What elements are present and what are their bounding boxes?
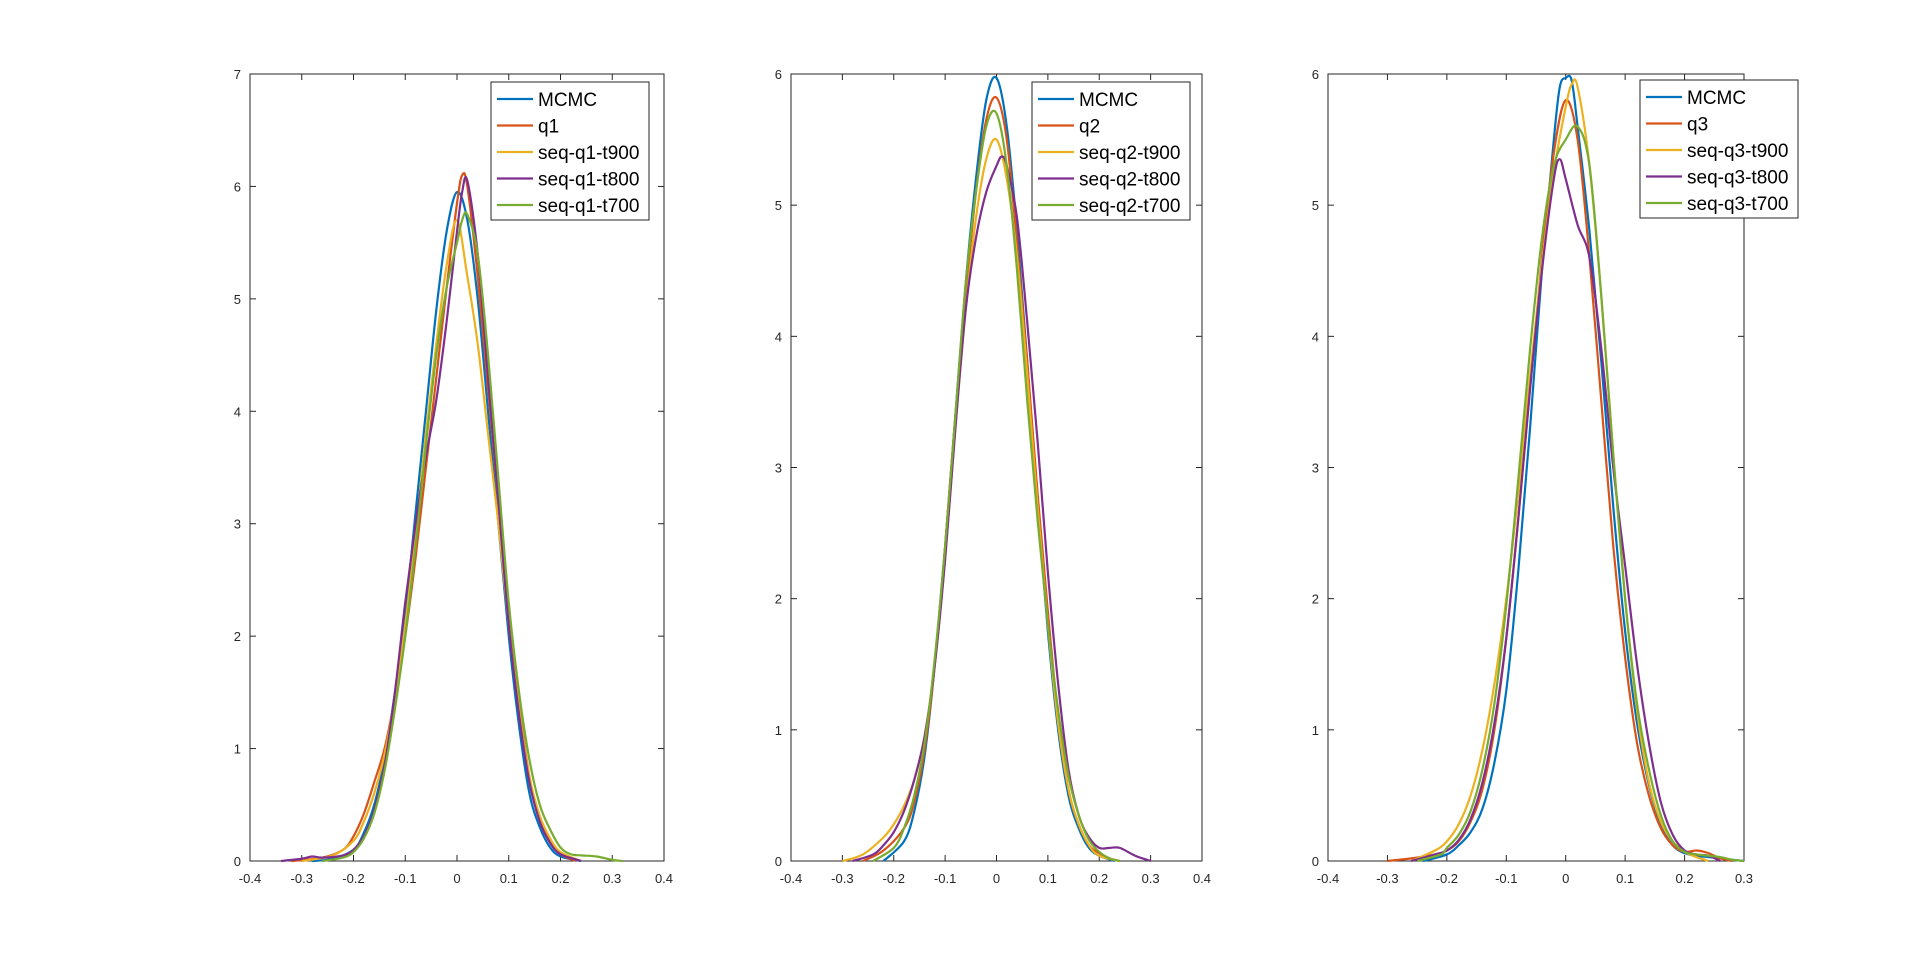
x-tick-label: -0.4 [239, 871, 261, 886]
x-tick-label: 0.3 [1735, 871, 1753, 886]
x-tick-label: 0.1 [500, 871, 518, 886]
y-tick-label: 3 [234, 517, 241, 532]
x-tick-label: -0.1 [934, 871, 956, 886]
y-tick-label: 5 [775, 198, 782, 213]
x-tick-label: -0.3 [291, 871, 313, 886]
legend-label: MCMC [1687, 88, 1746, 109]
legend: MCMC q3 seq-q3-t900 seq-q3-t800 seq-q3-t700 [1639, 79, 1799, 219]
legend: MCMC q1 seq-q1-t900 seq-q1-t800 seq-q1-t700 [490, 81, 650, 221]
series-line-MCMC [311, 190, 582, 863]
y-tick-label: 0 [775, 854, 782, 869]
legend-label: q2 [1079, 117, 1100, 138]
legend-label: q3 [1687, 115, 1708, 136]
series-line-seq-q3-t700 [1416, 124, 1745, 863]
legend-label: q1 [538, 117, 559, 138]
x-tick-label: -0.2 [1436, 871, 1458, 886]
legend-label: seq-q3-t900 [1687, 141, 1788, 162]
x-tick-label: -0.4 [780, 871, 802, 886]
y-tick-label: 2 [775, 592, 782, 607]
legend-label: seq-q2-t800 [1079, 170, 1180, 191]
x-tick-label: -0.3 [831, 871, 853, 886]
legend-label: seq-q3-t700 [1687, 194, 1788, 215]
series-line-seq-q1-t700 [322, 211, 623, 863]
legend-label: seq-q1-t900 [538, 143, 639, 164]
y-tick-label: 4 [775, 329, 782, 344]
legend-label: seq-q2-t700 [1079, 196, 1180, 217]
legend-label: MCMC [538, 90, 597, 111]
y-tick-label: 5 [1312, 198, 1319, 213]
y-tick-label: 4 [1312, 329, 1319, 344]
series-line-seq-q2-t700 [872, 109, 1121, 863]
x-tick-label: 0.2 [1090, 871, 1108, 886]
y-tick-label: 1 [1312, 723, 1319, 738]
y-tick-label: 0 [1312, 854, 1319, 869]
chart-panel-3: -0.4 -0.3 -0.2 -0.1 0 0.1 0.2 0.3 0 1 2 3 4 5 6 MCMC q3 s… [1312, 67, 1799, 886]
x-tick-label: -0.2 [883, 871, 905, 886]
y-tick-label: 7 [234, 67, 241, 82]
x-tick-label: 0 [453, 871, 460, 886]
x-tick-label: 0 [1562, 871, 1569, 886]
x-tick-label: 0.4 [1193, 871, 1211, 886]
y-tick-label: 3 [775, 461, 782, 476]
legend: MCMC q2 seq-q2-t900 seq-q2-t800 seq-q2-t700 [1031, 81, 1191, 221]
x-tick-label: 0.2 [1676, 871, 1694, 886]
y-tick-label: 0 [234, 854, 241, 869]
x-tick-label: -0.1 [1495, 871, 1517, 886]
series-line-seq-q3-t900 [1410, 78, 1709, 863]
x-tick-label: 0.4 [655, 871, 673, 886]
series-line-seq-q2-t800 [852, 155, 1151, 863]
y-tick-label: 1 [234, 742, 241, 757]
legend-label: seq-q1-t700 [538, 196, 639, 217]
legend-label: seq-q2-t900 [1079, 143, 1180, 164]
y-tick-label: 2 [234, 629, 241, 644]
chart-panel-2: -0.4 -0.3 -0.2 -0.1 0 0.1 0.2 0.3 0.4 0 1 2 3 4 5 6 MCMC… [775, 67, 1211, 886]
x-tick-label: -0.4 [1317, 871, 1339, 886]
x-tick-label: -0.1 [394, 871, 416, 886]
x-tick-label: 0.3 [1142, 871, 1160, 886]
chart-panel-1: -0.4 -0.3 -0.2 -0.1 0 0.1 0.2 0.3 0.4 0 1 2 3 4 5 6 7 MCM… [234, 67, 673, 886]
x-tick-label: 0.1 [1616, 871, 1634, 886]
y-tick-label: 6 [234, 179, 241, 194]
y-tick-label: 2 [1312, 592, 1319, 607]
y-tick-label: 6 [1312, 67, 1319, 82]
y-tick-label: 4 [234, 404, 241, 419]
y-tick-label: 6 [775, 67, 782, 82]
y-tick-label: 3 [1312, 461, 1319, 476]
x-tick-label: -0.3 [1376, 871, 1398, 886]
x-tick-label: 0.3 [603, 871, 621, 886]
x-tick-label: 0 [993, 871, 1000, 886]
x-tick-label: -0.2 [342, 871, 364, 886]
y-tick-label: 5 [234, 292, 241, 307]
series-line-seq-q3-t800 [1410, 158, 1721, 863]
x-tick-label: 0.1 [1039, 871, 1057, 886]
y-tick-label: 1 [775, 723, 782, 738]
legend-label: seq-q1-t800 [538, 170, 639, 191]
legend-label: MCMC [1079, 90, 1138, 111]
series-line-seq-q1-t800 [280, 175, 582, 863]
x-tick-label: 0.2 [551, 871, 569, 886]
legend-label: seq-q3-t800 [1687, 168, 1788, 189]
